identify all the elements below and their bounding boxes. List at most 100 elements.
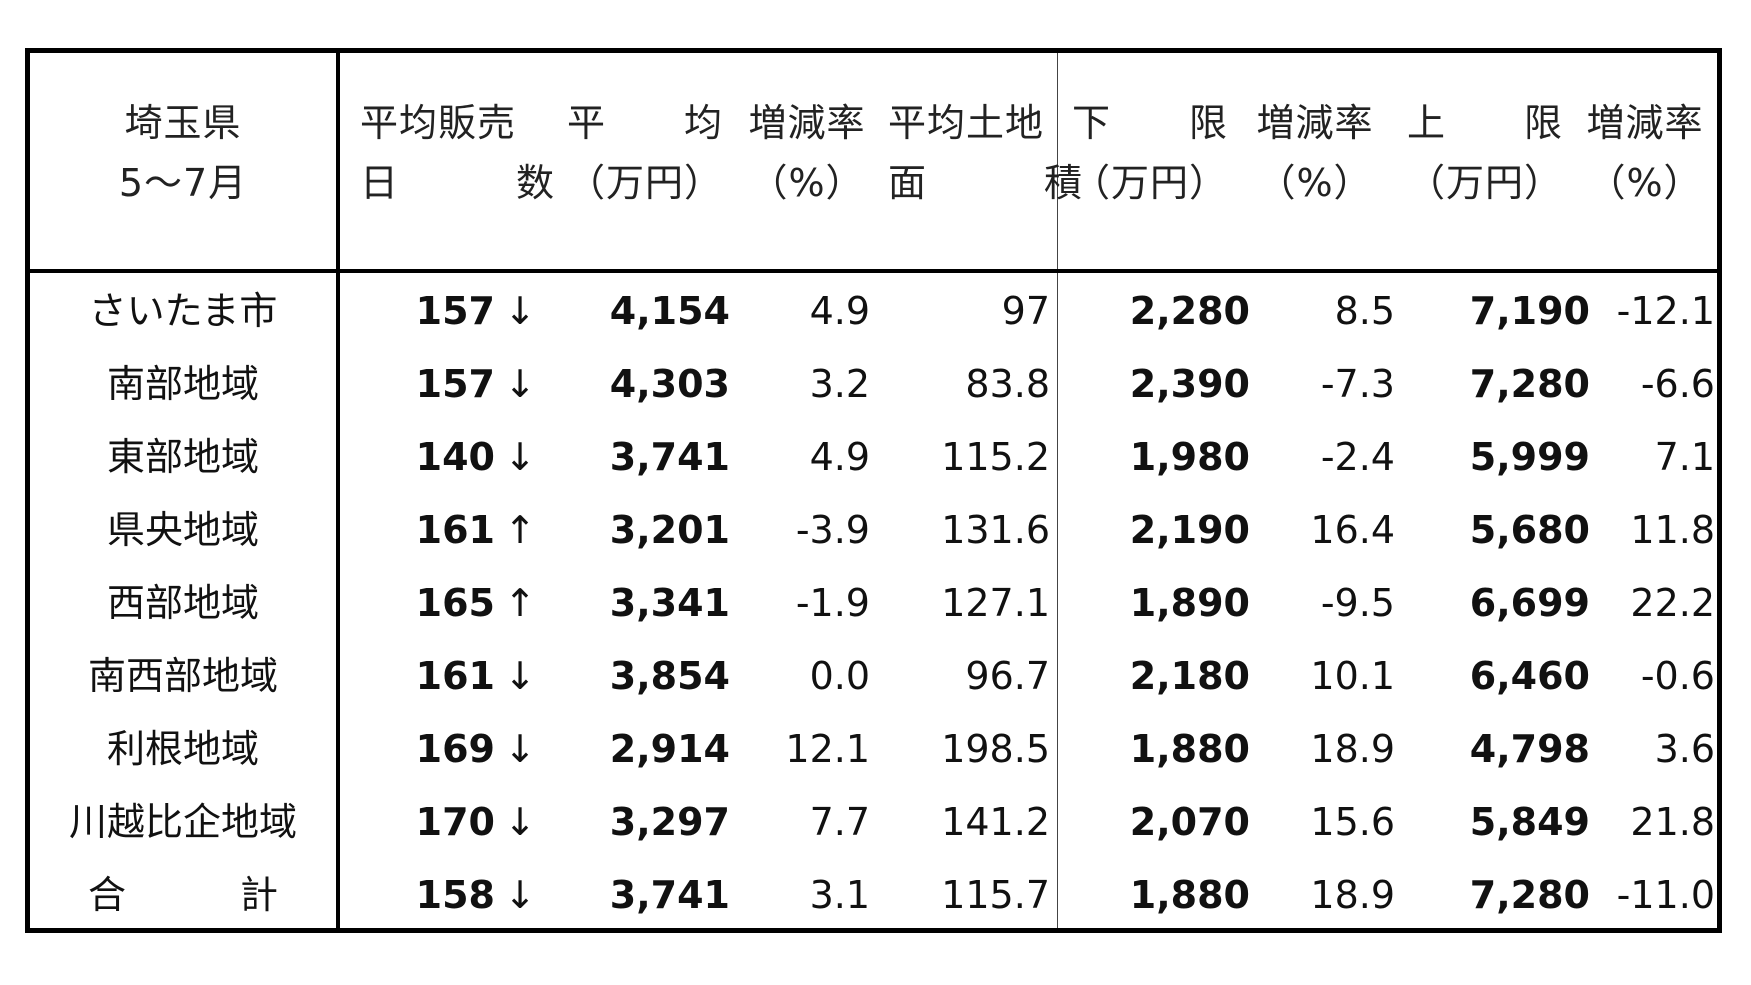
cell-days: 161: [415, 654, 495, 698]
cell-rate1: -3.9: [795, 508, 870, 552]
header-avg-line2: （万円）: [567, 161, 724, 205]
cell-upper: 7,280: [1469, 362, 1590, 406]
cell-region: 西部地域: [106, 581, 259, 625]
cell-region: 川越比企地域: [68, 800, 297, 844]
table-row: 東部地域 140 ↓ 3,741 4.9 115.2 1,980 -2.4 5,…: [30, 421, 1717, 494]
cell-lower: 1,980: [1129, 435, 1250, 479]
trend-arrow-icon: ↑: [504, 508, 536, 552]
cell-land: 198.5: [941, 727, 1050, 771]
header-divider: [30, 269, 1717, 273]
cell-rate1: 12.1: [785, 727, 870, 771]
header-days-line2: 日 数: [360, 161, 556, 205]
cell-avg: 3,297: [609, 800, 730, 844]
cell-upper: 5,680: [1469, 508, 1590, 552]
cell-rate3: 22.2: [1630, 581, 1715, 625]
table-row: さいたま市 157 ↓ 4,154 4.9 97 2,280 8.5 7,190…: [30, 275, 1717, 348]
header-land-line1: 平均土地: [888, 101, 1045, 145]
data-table: 埼玉県 5〜7月 平均販売 日 数 平 均 （万円） 増減率 （%） 平均土地 …: [25, 48, 1722, 933]
cell-rate1: 4.9: [809, 289, 870, 333]
table-row: 県央地域 161 ↑ 3,201 -3.9 131.6 2,190 16.4 5…: [30, 494, 1717, 567]
trend-arrow-icon: ↓: [504, 362, 536, 406]
cell-avg: 3,341: [609, 581, 730, 625]
cell-rate1: -1.9: [795, 581, 870, 625]
cell-rate2: -9.5: [1320, 581, 1395, 625]
cell-upper: 7,190: [1469, 289, 1590, 333]
cell-lower: 2,280: [1129, 289, 1250, 333]
cell-lower: 1,890: [1129, 581, 1250, 625]
table-row-total: 合 計 158 ↓ 3,741 3.1 115.7 1,880 18.9 7,2…: [30, 859, 1717, 932]
table-row: 西部地域 165 ↑ 3,341 -1.9 127.1 1,890 -9.5 6…: [30, 567, 1717, 640]
cell-upper: 6,699: [1469, 581, 1590, 625]
cell-rate3: -11.0: [1616, 873, 1715, 917]
header-rate1-line2: （%）: [749, 161, 865, 205]
cell-rate2: 16.4: [1310, 508, 1395, 552]
cell-lower: 2,190: [1129, 508, 1250, 552]
cell-lower: 2,180: [1129, 654, 1250, 698]
cell-rate2: 15.6: [1310, 800, 1395, 844]
cell-region: 南西部地域: [87, 654, 278, 698]
table-row: 利根地域 169 ↓ 2,914 12.1 198.5 1,880 18.9 4…: [30, 713, 1717, 786]
trend-arrow-icon: ↑: [504, 581, 536, 625]
cell-avg: 2,914: [609, 727, 730, 771]
header-lower-line1: 下 限: [1071, 101, 1228, 145]
table-row: 南部地域 157 ↓ 4,303 3.2 83.8 2,390 -7.3 7,2…: [30, 348, 1717, 421]
cell-region: 県央地域: [106, 508, 259, 552]
header-upper-line2: （万円）: [1406, 161, 1563, 205]
cell-days: 165: [415, 581, 495, 625]
table-row: 南西部地域 161 ↓ 3,854 0.0 96.7 2,180 10.1 6,…: [30, 640, 1717, 713]
cell-rate1: 0.0: [809, 654, 870, 698]
cell-land: 131.6: [941, 508, 1050, 552]
cell-rate2: 10.1: [1310, 654, 1395, 698]
cell-rate1: 4.9: [809, 435, 870, 479]
trend-arrow-icon: ↓: [504, 654, 536, 698]
cell-lower: 2,390: [1129, 362, 1250, 406]
cell-upper: 7,280: [1469, 873, 1590, 917]
cell-days: 157: [415, 289, 495, 333]
cell-lower: 1,880: [1129, 727, 1250, 771]
cell-region: さいたま市: [88, 289, 278, 333]
cell-rate1: 3.2: [809, 362, 870, 406]
header-days-line1: 平均販売: [360, 101, 517, 145]
header-rate2-line1: 増減率: [1256, 101, 1374, 145]
cell-rate3: 3.6: [1654, 727, 1715, 771]
cell-rate3: 21.8: [1630, 800, 1715, 844]
cell-land: 115.2: [941, 435, 1050, 479]
column-divider-region: [336, 53, 340, 928]
cell-lower: 1,880: [1129, 873, 1250, 917]
cell-land: 97: [1001, 289, 1050, 333]
cell-region: 合 計: [87, 873, 278, 917]
trend-arrow-icon: ↓: [504, 800, 536, 844]
cell-upper: 5,849: [1469, 800, 1590, 844]
cell-rate2: 8.5: [1334, 289, 1395, 333]
cell-rate3: -12.1: [1616, 289, 1715, 333]
column-divider-land: [1057, 53, 1058, 928]
cell-rate3: 11.8: [1630, 508, 1715, 552]
cell-rate2: -7.3: [1320, 362, 1395, 406]
cell-rate2: 18.9: [1310, 727, 1395, 771]
cell-lower: 2,070: [1129, 800, 1250, 844]
cell-land: 115.7: [941, 873, 1050, 917]
trend-arrow-icon: ↓: [504, 289, 536, 333]
cell-rate2: 18.9: [1310, 873, 1395, 917]
header-upper-line1: 上 限: [1406, 101, 1563, 145]
trend-arrow-icon: ↓: [504, 435, 536, 479]
header-rate1-line1: 増減率: [748, 101, 866, 145]
cell-days: 169: [415, 727, 495, 771]
cell-avg: 3,854: [609, 654, 730, 698]
cell-region: 南部地域: [106, 362, 259, 406]
cell-avg: 3,201: [609, 508, 730, 552]
cell-avg: 4,303: [609, 362, 730, 406]
cell-land: 141.2: [941, 800, 1050, 844]
cell-land: 127.1: [941, 581, 1050, 625]
cell-rate3: 7.1: [1654, 435, 1715, 479]
cell-rate1: 7.7: [809, 800, 870, 844]
cell-upper: 5,999: [1469, 435, 1590, 479]
cell-rate2: -2.4: [1320, 435, 1395, 479]
cell-avg: 4,154: [609, 289, 730, 333]
cell-rate3: -6.6: [1640, 362, 1715, 406]
cell-upper: 4,798: [1469, 727, 1590, 771]
cell-land: 83.8: [965, 362, 1050, 406]
header-rate3-line1: 増減率: [1586, 101, 1704, 145]
cell-days: 170: [415, 800, 495, 844]
cell-region: 東部地域: [106, 435, 259, 479]
